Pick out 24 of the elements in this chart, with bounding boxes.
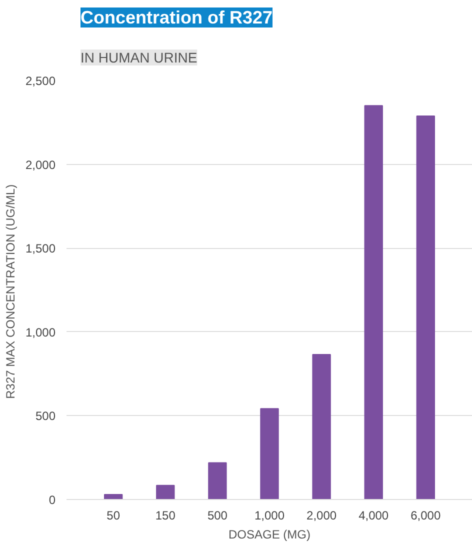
x-tick-label: 4,000	[358, 508, 389, 522]
x-tick-label: 150	[155, 508, 176, 522]
y-tick-label: 2,000	[25, 158, 56, 172]
x-tick-label: 50	[106, 508, 120, 522]
bar	[260, 408, 279, 500]
bar	[104, 494, 123, 500]
chart-title: Concentration of R327	[80, 8, 273, 28]
x-tick-label: 1,000	[254, 508, 285, 522]
chart-subtitle: IN HUMAN URINE	[80, 50, 198, 66]
bar	[208, 462, 227, 500]
y-tick-label: 500	[35, 409, 56, 424]
x-tick-label: 500	[207, 508, 228, 522]
bar	[312, 354, 331, 500]
y-tick-label: 0	[48, 493, 56, 507]
bar	[364, 105, 383, 500]
y-axis-title: R327 MAX CONCENTRATION (UG/ML)	[3, 184, 18, 399]
y-tick-label: 1,000	[25, 325, 56, 340]
bar	[416, 116, 436, 500]
y-tick-label: 2,500	[25, 74, 56, 88]
x-tick-label: 6,000	[410, 508, 441, 522]
bar	[156, 484, 175, 500]
x-tick-label: 2,000	[306, 508, 337, 522]
y-tick-label: 1,500	[25, 242, 56, 256]
x-axis-title: DOSAGE (MG)	[228, 528, 311, 542]
